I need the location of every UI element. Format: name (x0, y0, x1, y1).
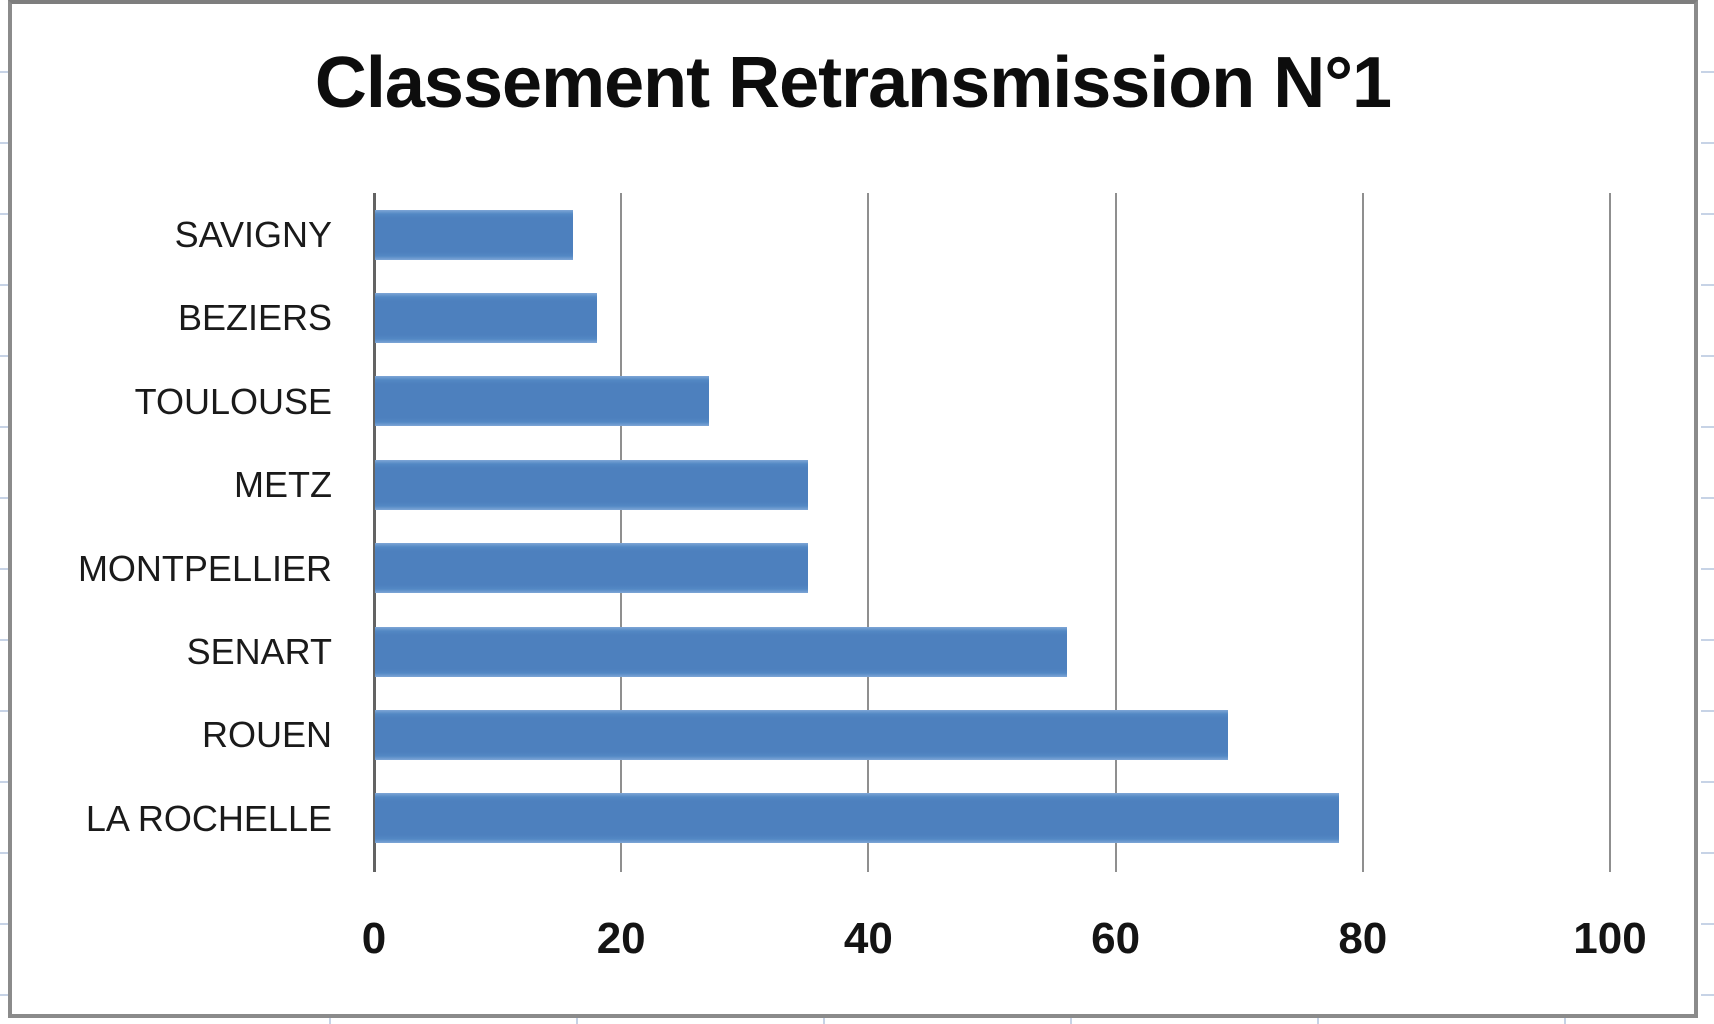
bar[interactable] (375, 376, 709, 427)
category-axis-label: TOULOUSE (134, 380, 332, 422)
bar[interactable] (375, 293, 597, 344)
axis-tick-mark (1114, 860, 1117, 872)
spreadsheet-right-edge (1701, 0, 1714, 1024)
category-axis-label: LA ROCHELLE (85, 797, 332, 839)
category-axis-label: BEZIERS (177, 297, 332, 339)
category-axis-label: ROUEN (201, 714, 332, 756)
major-gridline (867, 193, 870, 860)
bar[interactable] (375, 709, 1228, 760)
bar[interactable] (375, 543, 808, 594)
value-axis-tick-label: 100 (1573, 914, 1647, 963)
chart-title: Classement Retransmission N°1 (314, 43, 1392, 123)
category-axis-line (373, 193, 376, 872)
major-gridline (1361, 193, 1364, 860)
spreadsheet-bottom-edge (0, 1018, 1714, 1024)
value-axis-tick-label: 0 (361, 914, 387, 963)
bar[interactable] (375, 459, 808, 510)
axis-tick-mark (620, 860, 623, 872)
spreadsheet-left-edge (0, 0, 9, 1024)
major-gridline (1114, 193, 1117, 860)
value-axis-tick-label: 40 (843, 914, 893, 963)
value-axis-tick-label: 60 (1091, 914, 1141, 963)
bar[interactable] (375, 209, 573, 260)
value-axis-tick-label: 20 (596, 914, 646, 963)
axis-tick-mark (867, 860, 870, 872)
category-axis-label: SAVIGNY (174, 214, 332, 255)
major-gridline (620, 193, 623, 860)
category-axis-label: SENART (186, 630, 332, 672)
bar[interactable] (375, 793, 1339, 844)
category-axis-label: MONTPELLIER (77, 547, 332, 589)
axis-tick-mark (1361, 860, 1364, 872)
bar[interactable] (375, 626, 1067, 677)
axis-tick-mark (1609, 860, 1611, 872)
category-axis-label: METZ (234, 464, 332, 506)
major-gridline (1609, 193, 1611, 860)
value-axis-tick-label: 80 (1338, 914, 1388, 963)
chart-area[interactable]: Classement Retransmission N°1 0 20 40 60 80 1… (8, 0, 1698, 1018)
